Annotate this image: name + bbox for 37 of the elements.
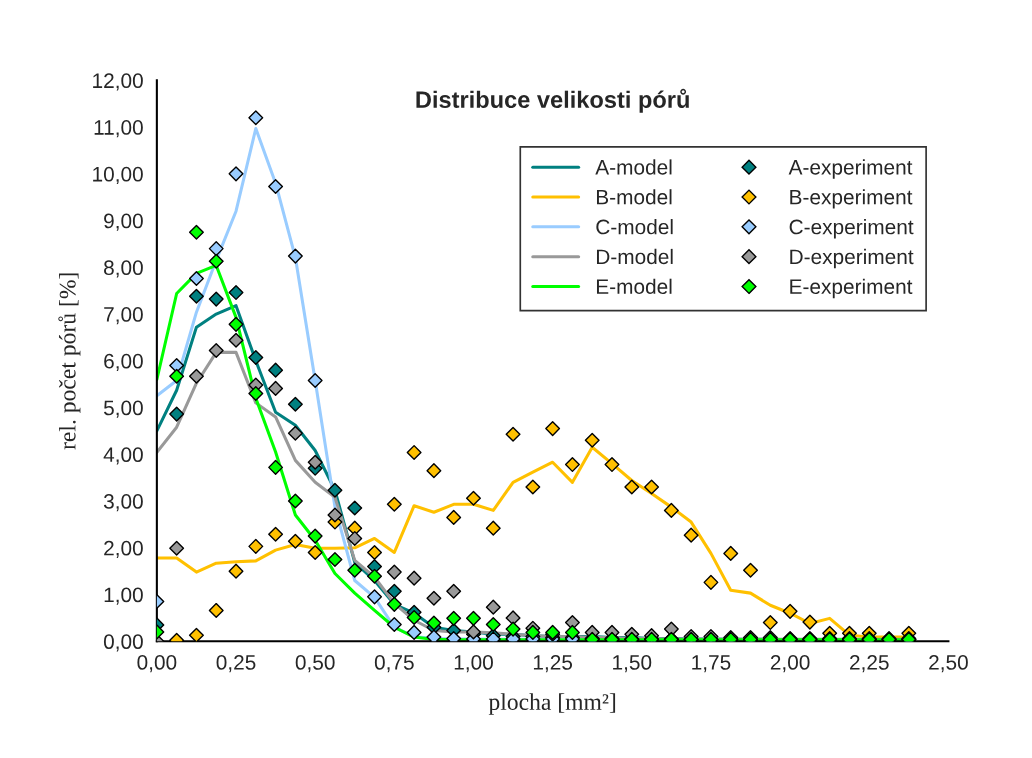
x-tick-label: 1,25 xyxy=(533,655,573,673)
y-tick-label: 2,00 xyxy=(104,540,143,558)
y-tick-label: 9,00 xyxy=(104,213,143,231)
y-tick-label: 0,00 xyxy=(103,634,143,652)
x-tick-label: 1,50 xyxy=(613,655,652,673)
legend-label: B-experiment xyxy=(790,189,913,209)
y-tick-label: 5,00 xyxy=(103,400,143,418)
x-tick-label: 1,00 xyxy=(454,655,493,673)
x-tick-label: 0,25 xyxy=(216,655,256,673)
y-tick-label: 7,00 xyxy=(104,307,143,325)
x-tick-label: 2,25 xyxy=(850,655,889,673)
legend-label: E-experiment xyxy=(790,278,913,299)
y-axis-title: rel. počet pórů [%] xyxy=(58,273,81,450)
legend-label: D-experiment xyxy=(790,248,914,269)
y-tick-label: 3,00 xyxy=(103,494,143,512)
legend-label: C-experiment xyxy=(789,219,914,239)
y-tick-label: 10,00 xyxy=(93,166,143,185)
legend-label: A-model xyxy=(595,159,672,175)
x-tick-label: 2,00 xyxy=(770,655,810,673)
chart-title: Distribuce velikosti pórů xyxy=(416,88,689,113)
legend-label: A-experiment xyxy=(788,159,913,179)
legend-label: C-model xyxy=(596,219,673,235)
y-tick-label: 6,00 xyxy=(104,353,143,372)
y-tick-label: 1,00 xyxy=(104,587,143,605)
y-tick-label: 4,00 xyxy=(103,447,143,465)
legend-label: B-model xyxy=(596,189,672,205)
x-tick-label: 0,75 xyxy=(374,655,414,673)
y-tick-label: 11,00 xyxy=(94,120,143,138)
legend-label: D-model xyxy=(596,248,673,265)
y-tick-label: 12,00 xyxy=(93,73,143,91)
x-tick-label: 0,50 xyxy=(295,655,335,673)
legend-label: E-model xyxy=(596,278,672,295)
x-tick-label: 2,50 xyxy=(929,655,968,673)
x-tick-label: 1,75 xyxy=(692,655,731,673)
y-tick-label: 8,00 xyxy=(104,260,143,278)
x-tick-label: 0,00 xyxy=(137,655,177,673)
x-axis-title: plocha [mm²] xyxy=(488,693,616,715)
